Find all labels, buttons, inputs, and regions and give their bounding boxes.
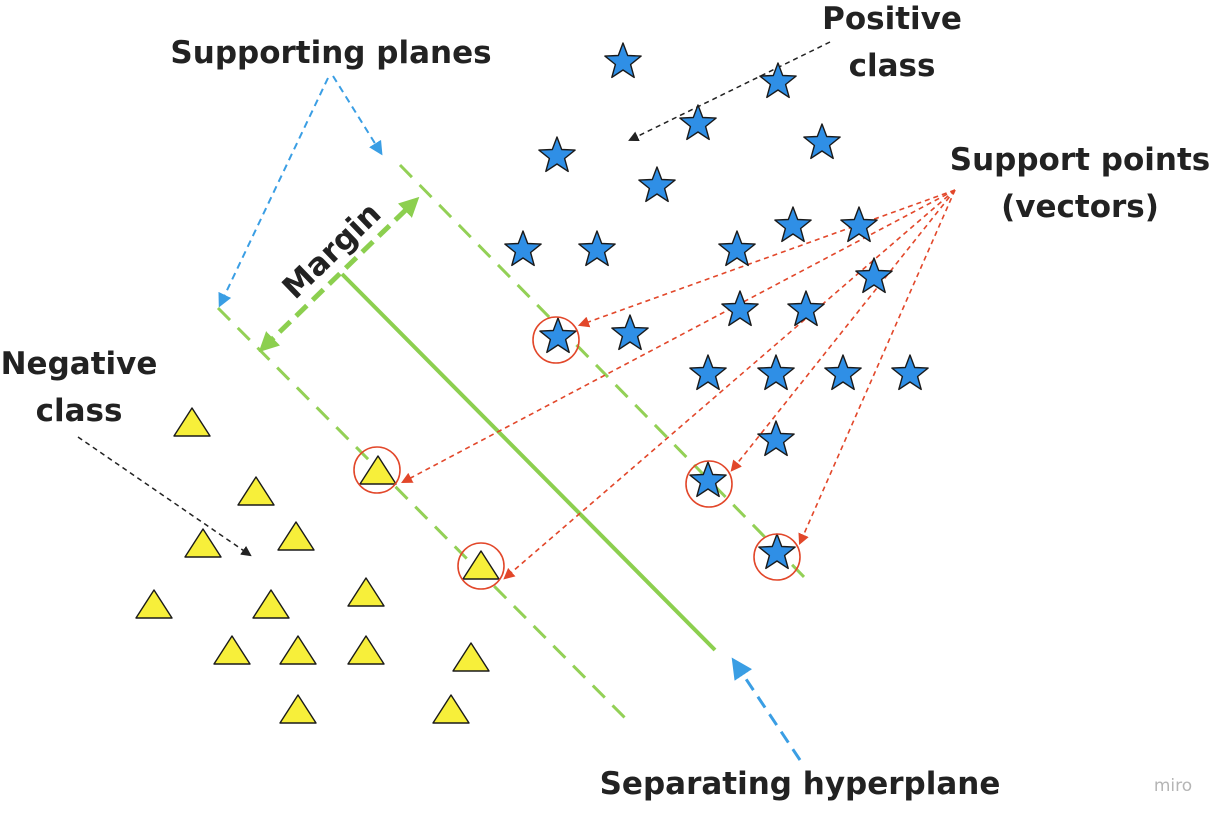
lower-supporting-plane [216, 306, 634, 727]
star-icon [803, 123, 841, 160]
support-vector-circle [753, 533, 801, 581]
star-icon [824, 354, 862, 391]
support-vector-circle [685, 460, 733, 508]
support-vector-pointers [401, 189, 956, 580]
star-icon [604, 42, 642, 79]
star-icon [758, 533, 796, 570]
triangle-icon [279, 635, 317, 665]
pointer-to-negative-class [77, 436, 252, 557]
star-icon [611, 314, 649, 351]
pointer-support-1 [577, 189, 956, 328]
star-icon [840, 206, 878, 243]
positive-class-label-line2: class [849, 48, 936, 84]
star-icon [757, 420, 795, 457]
star-icon [689, 354, 727, 391]
separating-hyperplane-label: Separating hyperplane [600, 766, 1001, 802]
pointer-to-hyperplane [731, 657, 802, 761]
supporting-planes-label: Supporting planes [170, 35, 491, 71]
pointer-to-upper-plane [332, 75, 383, 156]
star-icon [759, 62, 797, 99]
star-icon [679, 104, 717, 141]
star-icon [721, 290, 759, 327]
support-points-label-line1: Support points [950, 142, 1210, 178]
star-icon [757, 354, 795, 391]
star-icon [787, 290, 825, 327]
triangle-icon [184, 528, 222, 558]
triangle-icon [277, 521, 315, 551]
triangle-icon [347, 577, 385, 607]
triangle-icon [213, 635, 251, 665]
support-vector-circle [457, 542, 505, 590]
margin-arrow [258, 196, 420, 353]
support-vector-highlights [353, 316, 801, 590]
star-icon [578, 230, 616, 267]
star-icon [718, 230, 756, 267]
upper-supporting-plane [398, 163, 807, 580]
supporting-planes [216, 163, 807, 727]
star-icon [539, 317, 577, 354]
support-points-label-line2: (vectors) [1001, 189, 1159, 225]
negative-class-label-line1: Negative [1, 346, 158, 382]
pointer-support-2 [401, 189, 956, 484]
positive-class-points [504, 42, 929, 570]
triangle-icon [452, 642, 490, 672]
star-icon [504, 230, 542, 267]
pointer-to-positive-class [628, 41, 831, 142]
positive-class-label-line1: Positive [822, 1, 962, 37]
pointer-support-3 [503, 189, 956, 580]
negative-class-points [135, 407, 500, 724]
triangle-icon [279, 694, 317, 724]
supporting-planes-pointers [218, 75, 383, 308]
triangle-icon [252, 589, 290, 619]
triangle-icon [359, 455, 397, 485]
star-icon [538, 136, 576, 173]
triangle-icon [173, 407, 211, 437]
triangle-icon [347, 635, 385, 665]
star-icon [638, 166, 676, 203]
pointer-support-5 [798, 189, 956, 546]
triangle-icon [432, 694, 470, 724]
support-vector-circle [532, 316, 580, 364]
support-vector-circle [353, 446, 401, 494]
triangle-icon [237, 476, 275, 506]
pointer-support-4 [730, 189, 956, 472]
star-icon [855, 257, 893, 294]
miro-watermark: miro [1154, 776, 1192, 796]
margin-label: Margin [276, 196, 389, 307]
triangle-icon [135, 589, 173, 619]
negative-class-label-line2: class [36, 393, 123, 429]
star-icon [689, 461, 727, 498]
triangle-icon [462, 550, 500, 580]
star-icon [774, 206, 812, 243]
pointer-to-lower-plane [218, 77, 329, 308]
star-icon [891, 354, 929, 391]
